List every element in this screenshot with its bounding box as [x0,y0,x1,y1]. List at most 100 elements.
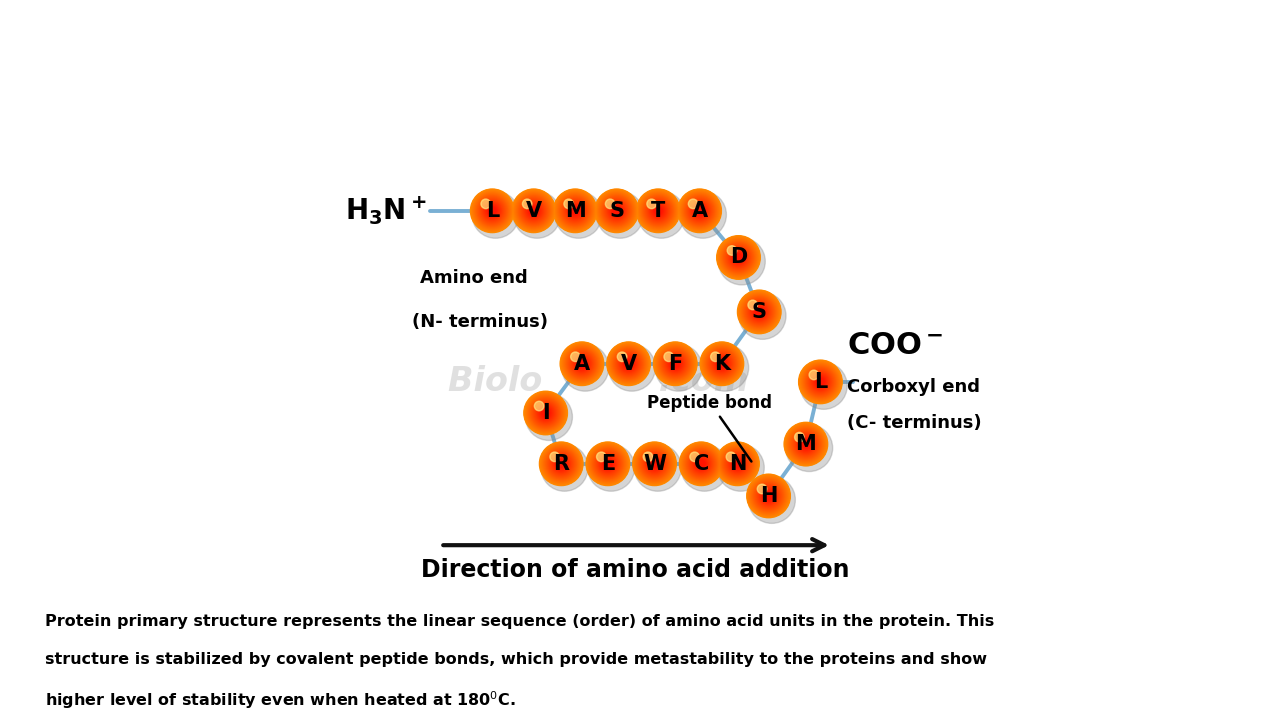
Circle shape [527,395,564,431]
Circle shape [534,402,557,424]
Circle shape [612,206,621,215]
Circle shape [567,348,596,379]
Circle shape [557,192,594,230]
Circle shape [689,199,698,209]
Circle shape [472,191,512,231]
Circle shape [596,452,620,476]
Text: Direction of amino acid addition: Direction of amino acid addition [421,557,849,582]
Circle shape [595,451,621,477]
Circle shape [753,480,785,511]
Circle shape [786,424,826,464]
Circle shape [719,238,758,276]
Circle shape [609,344,648,383]
Circle shape [694,204,705,217]
Circle shape [732,251,745,264]
Circle shape [543,410,549,416]
Circle shape [726,244,751,271]
Circle shape [598,192,635,229]
Circle shape [684,447,718,481]
Circle shape [805,367,835,397]
Circle shape [681,443,722,485]
Circle shape [480,199,504,223]
Circle shape [687,199,712,222]
Circle shape [732,251,745,264]
Circle shape [561,343,603,384]
Circle shape [644,453,666,474]
Text: M: M [795,434,817,454]
Circle shape [660,349,690,379]
Circle shape [573,355,590,372]
Circle shape [643,195,673,226]
Circle shape [792,430,820,458]
Text: Biolo          .com: Biolo .com [448,365,749,398]
Circle shape [637,189,680,232]
Circle shape [800,438,812,450]
Circle shape [726,452,736,462]
Circle shape [696,207,703,215]
Text: (C- terminus): (C- terminus) [847,415,982,432]
Circle shape [684,446,718,481]
Circle shape [563,345,600,382]
Circle shape [786,425,833,472]
Circle shape [616,351,641,376]
Circle shape [579,361,585,367]
Circle shape [803,441,809,447]
Circle shape [518,196,549,226]
Circle shape [598,192,636,230]
Circle shape [803,364,838,400]
Circle shape [643,451,667,476]
Circle shape [731,251,745,264]
Circle shape [520,197,548,225]
Circle shape [614,349,644,379]
Circle shape [605,200,627,222]
Circle shape [566,202,585,220]
Circle shape [751,478,786,513]
Circle shape [596,453,618,474]
Circle shape [726,246,751,270]
Circle shape [534,401,558,425]
Circle shape [727,454,748,474]
Circle shape [599,455,617,473]
Circle shape [538,405,553,420]
Circle shape [570,204,581,217]
Circle shape [570,206,580,216]
Circle shape [682,445,721,482]
Circle shape [750,477,787,514]
Circle shape [475,193,509,228]
Circle shape [692,203,707,218]
Circle shape [655,207,662,214]
Circle shape [710,352,733,375]
Circle shape [649,459,659,469]
Circle shape [760,488,777,504]
Circle shape [604,460,612,467]
Circle shape [595,189,639,233]
Circle shape [609,345,648,382]
Circle shape [536,403,556,423]
Circle shape [765,492,772,499]
Circle shape [708,350,736,377]
Circle shape [663,351,687,376]
Circle shape [652,204,664,217]
Circle shape [535,402,557,424]
Circle shape [522,199,532,209]
Circle shape [525,202,543,220]
Circle shape [717,444,764,491]
Circle shape [680,191,719,231]
Circle shape [668,356,682,371]
Circle shape [556,458,567,469]
Circle shape [648,201,668,221]
Circle shape [750,477,787,515]
Circle shape [637,447,672,481]
Circle shape [728,248,749,267]
Circle shape [741,294,777,330]
Circle shape [591,448,623,480]
Circle shape [805,366,836,397]
Circle shape [803,364,838,400]
Circle shape [596,452,607,462]
Circle shape [724,243,753,271]
Circle shape [749,302,769,323]
Circle shape [749,301,771,323]
Circle shape [563,199,588,222]
Circle shape [643,196,673,226]
Circle shape [691,454,712,474]
